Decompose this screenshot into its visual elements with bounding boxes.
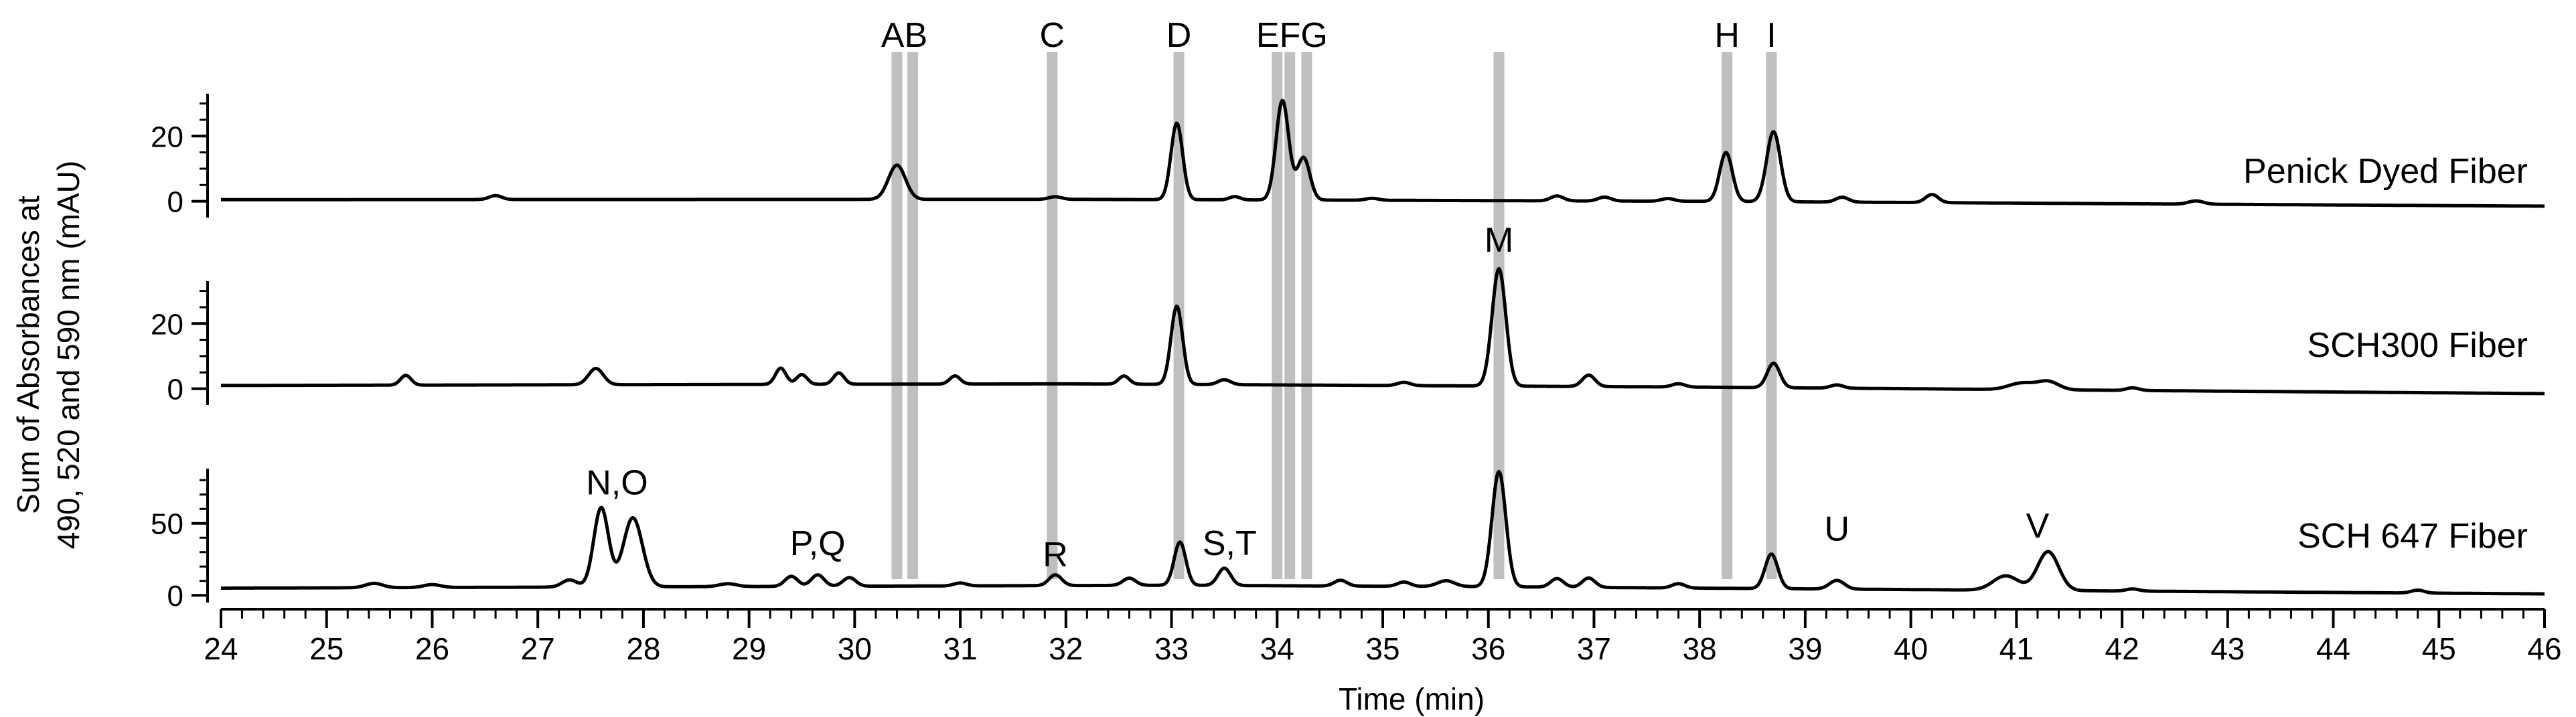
x-tick-label: 38 bbox=[1683, 631, 1717, 666]
x-tick-label: 29 bbox=[732, 631, 766, 666]
axes: 0 20 0 20 0 50 24 25 26 27 28 29 30 31 32 33 34 35 36 37 38 3… bbox=[151, 94, 2562, 666]
x-axis-title: Time (min) bbox=[1339, 682, 1485, 716]
y-axis-title: Sum of Absorbances at 490, 520 and 590 n… bbox=[11, 161, 86, 549]
x-tick-label: 34 bbox=[1260, 631, 1294, 666]
x-tick-label: 26 bbox=[415, 631, 449, 666]
x-tick-label: 24 bbox=[204, 631, 238, 666]
y-axis-title-line2: 490, 520 and 590 nm (mAU) bbox=[51, 161, 86, 549]
x-tick-label: 39 bbox=[1788, 631, 1822, 666]
trace-label-penick-dyed-fiber: Penick Dyed Fiber bbox=[2243, 152, 2528, 191]
peak-label-u: U bbox=[1824, 510, 1849, 549]
top-label-c: C bbox=[1040, 16, 1065, 55]
top-label-efg: EFG bbox=[1256, 16, 1328, 55]
top-label-h: H bbox=[1714, 16, 1740, 55]
highlight-bands bbox=[891, 52, 1777, 579]
x-tick-label: 36 bbox=[1471, 631, 1505, 666]
y-tick-label: 0 bbox=[167, 186, 183, 219]
x-tick-label: 35 bbox=[1365, 631, 1399, 666]
x-tick-label: 43 bbox=[2210, 631, 2245, 666]
peak-label-m: M bbox=[1485, 221, 1513, 260]
x-tick-label: 32 bbox=[1049, 631, 1083, 666]
y-axis-title-line1: Sum of Absorbances at bbox=[11, 195, 46, 514]
x-tick-label: 28 bbox=[626, 631, 660, 666]
y-tick-label: 20 bbox=[151, 308, 183, 341]
x-tick-label: 30 bbox=[838, 631, 872, 666]
x-tick-label: 45 bbox=[2422, 631, 2456, 666]
peak-label-p-q: P,Q bbox=[790, 524, 846, 563]
peak-label-s-t: S,T bbox=[1203, 524, 1257, 563]
x-tick-label: 40 bbox=[1894, 631, 1928, 666]
x-tick-label: 41 bbox=[1999, 631, 2034, 666]
trace-penick-dyed-fiber bbox=[220, 98, 2546, 208]
x-tick-label: 46 bbox=[2527, 631, 2561, 666]
trace-sch300-fiber bbox=[220, 266, 2546, 396]
labels: AB C D EFG H I Penick Dyed Fiber SCH300 Fiber M S… bbox=[586, 16, 2528, 574]
trace-label-sch-647-fiber: SCH 647 Fiber bbox=[2297, 517, 2528, 556]
x-tick-label: 37 bbox=[1577, 631, 1611, 666]
peak-label-r: R bbox=[1043, 536, 1068, 574]
y-tick-label: 0 bbox=[167, 374, 183, 406]
top-label-ab: AB bbox=[881, 16, 927, 55]
y-tick-label: 20 bbox=[151, 121, 183, 153]
x-tick-label: 42 bbox=[2105, 631, 2139, 666]
trace-sch-647-fiber bbox=[220, 469, 2546, 596]
peak-label-n-o: N,O bbox=[586, 464, 648, 503]
y-tick-label: 50 bbox=[151, 508, 183, 541]
top-label-d: D bbox=[1166, 16, 1192, 55]
top-label-i: I bbox=[1766, 16, 1776, 55]
trace-label-sch300-fiber: SCH300 Fiber bbox=[2307, 326, 2528, 365]
x-tick-label: 44 bbox=[2316, 631, 2350, 666]
x-tick-label: 27 bbox=[521, 631, 555, 666]
x-tick-label: 33 bbox=[1154, 631, 1189, 666]
peak-label-v: V bbox=[2026, 507, 2050, 546]
x-tick-label: 31 bbox=[943, 631, 978, 666]
x-tick-label: 25 bbox=[309, 631, 344, 666]
y-tick-label: 0 bbox=[167, 580, 183, 613]
traces bbox=[220, 98, 2546, 596]
